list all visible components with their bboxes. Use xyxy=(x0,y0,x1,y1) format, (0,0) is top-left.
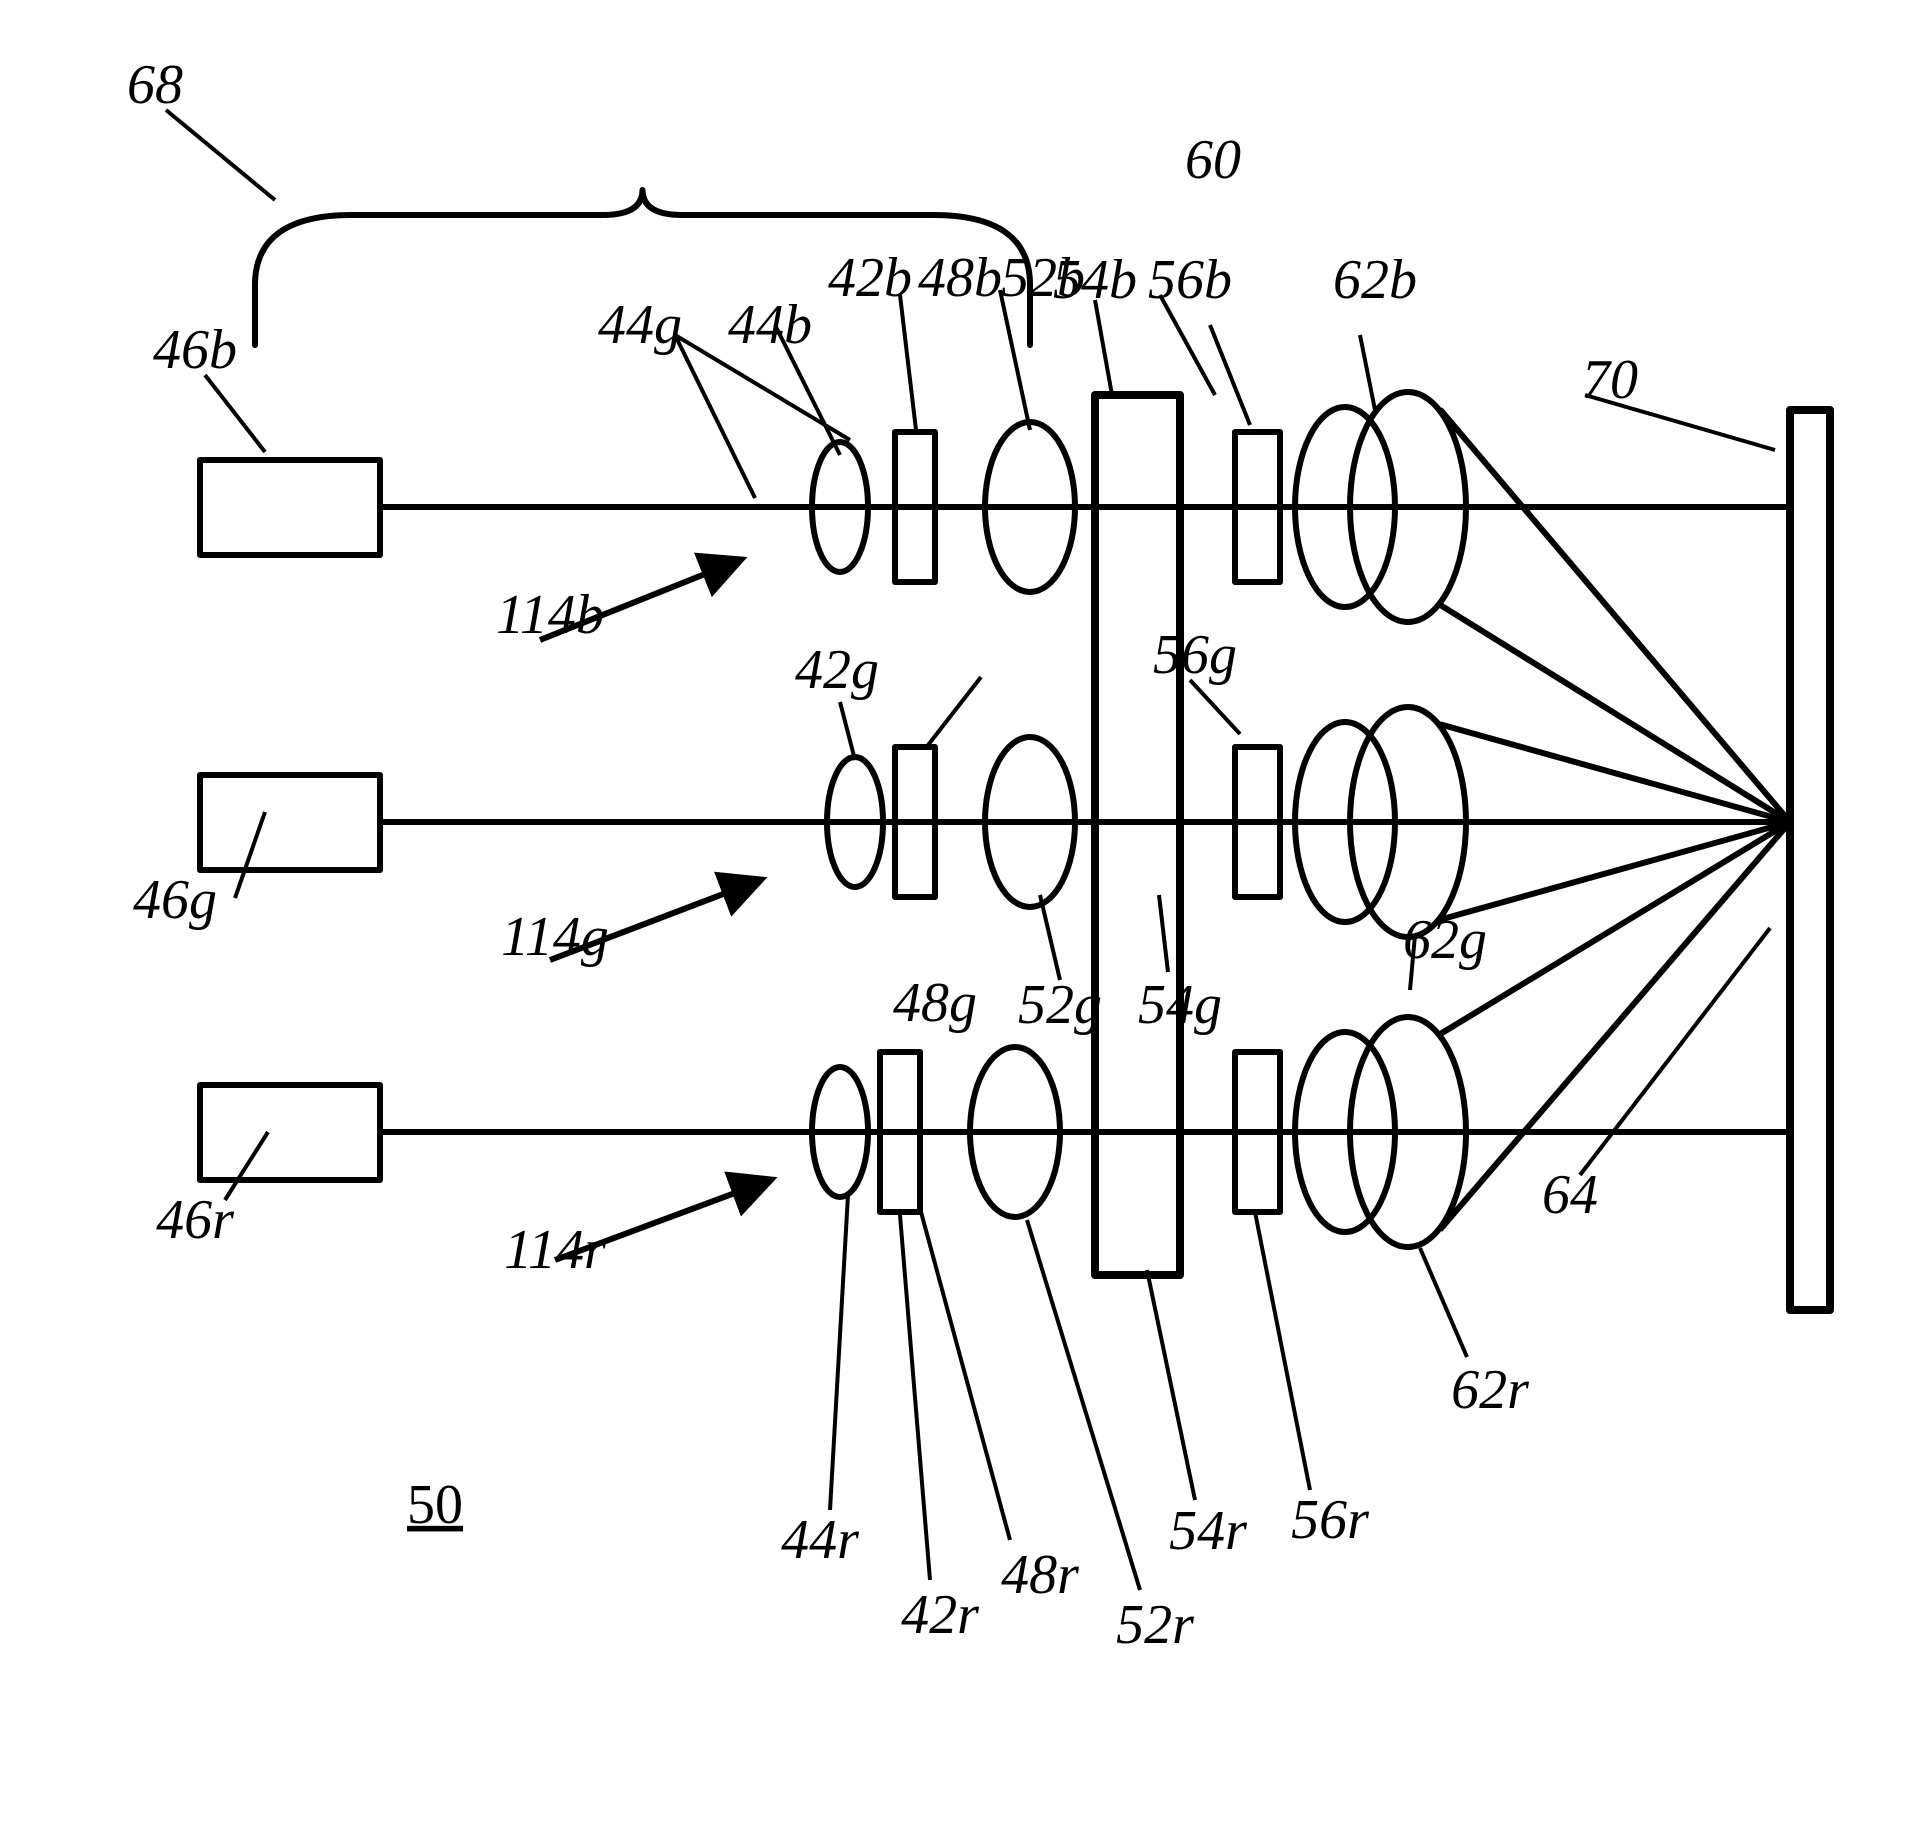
leader-L48r xyxy=(921,1212,1010,1540)
source-box-46r xyxy=(200,1085,380,1180)
ref-label: 44b xyxy=(728,294,812,356)
leader-L56r xyxy=(1255,1212,1310,1490)
leader-L54r xyxy=(1147,1270,1195,1500)
ref-label: 54g xyxy=(1138,974,1222,1036)
element-60 xyxy=(1095,395,1180,1275)
ref-label: 62g xyxy=(1403,909,1487,971)
ref-label: 60 xyxy=(1185,129,1241,191)
ref-label: 62b xyxy=(1333,249,1417,311)
leader-L46g xyxy=(235,812,265,898)
ray-g-bot xyxy=(1440,822,1790,920)
leader-L56b xyxy=(1210,325,1250,425)
ref-label: 44r xyxy=(781,1509,859,1571)
ref-label: 46g xyxy=(133,869,217,931)
ref-label: 42r xyxy=(901,1584,979,1646)
figure-number: 50 xyxy=(407,1474,463,1536)
ray-r-bot xyxy=(1440,822,1790,1230)
leader-L42r xyxy=(900,1215,930,1580)
ref-label: 56b xyxy=(1148,249,1232,311)
ref-label: 44g xyxy=(598,294,682,356)
ray-b-bot xyxy=(1440,605,1790,822)
ref-label: 42b xyxy=(828,247,912,309)
ref-label: 62r xyxy=(1451,1359,1529,1421)
ref-label: 64 xyxy=(1542,1164,1598,1226)
element-70 xyxy=(1790,410,1830,1310)
ref-label: 114b xyxy=(496,584,604,646)
leader-L62b xyxy=(1360,335,1375,410)
leader-L48g xyxy=(925,677,981,749)
source-box-46g xyxy=(200,775,380,870)
ref-label: 42g xyxy=(795,639,879,701)
leader-L46b xyxy=(205,375,265,452)
ray-g-top xyxy=(1440,724,1790,822)
ref-label: 48g xyxy=(893,972,977,1034)
ray-r-top xyxy=(1440,822,1790,1034)
ref-label: 52g xyxy=(1018,974,1102,1036)
ref-label: 70 xyxy=(1582,349,1638,411)
leader-L52g xyxy=(1040,895,1060,980)
source-box-46b xyxy=(200,460,380,555)
leader-L44r xyxy=(830,1195,848,1510)
leader-L54b xyxy=(1095,300,1112,395)
ref-label: 46b xyxy=(153,319,237,381)
leader-L54g xyxy=(1159,895,1168,972)
ref-label: 52r xyxy=(1116,1594,1194,1656)
ref-label: 56g xyxy=(1153,624,1237,686)
ref-label: 114r xyxy=(504,1219,606,1281)
ray-b-top xyxy=(1440,409,1790,822)
leader-L68 xyxy=(166,110,275,200)
leader-L62r xyxy=(1420,1248,1467,1357)
leader-L52b xyxy=(1000,290,1030,430)
ref-label: 114g xyxy=(501,906,609,968)
ref-label: 48r xyxy=(1001,1544,1079,1606)
leader-L64 xyxy=(1580,928,1770,1175)
leader-L48b xyxy=(900,295,916,430)
ref-label: 54b xyxy=(1053,249,1137,311)
leader-L56g xyxy=(1190,680,1240,734)
ref-label: 56r xyxy=(1291,1489,1369,1551)
ref-label: 48b xyxy=(918,247,1002,309)
ref-label: 54r xyxy=(1169,1500,1247,1562)
ref-label: 46r xyxy=(156,1189,234,1251)
optical-diagram: 6846b44g44b42b48b52b54b56b62b6070114b42g… xyxy=(0,0,1907,1835)
leader-L42g xyxy=(840,702,855,760)
ref-label: 68 xyxy=(127,54,183,116)
